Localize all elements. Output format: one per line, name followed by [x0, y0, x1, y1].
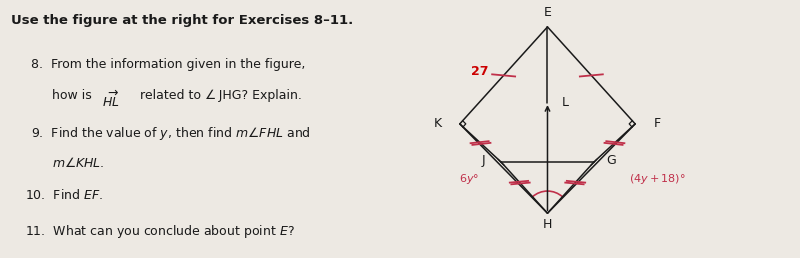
Text: 9.  Find the value of $y$, then find $m\angle FHL$ and: 9. Find the value of $y$, then find $m\a… — [31, 125, 310, 142]
Text: $(4y + 18)°$: $(4y + 18)°$ — [629, 172, 686, 186]
Text: $m\angle KHL$.: $m\angle KHL$. — [53, 156, 105, 170]
Text: 8.  From the information given in the figure,: 8. From the information given in the fig… — [31, 58, 306, 70]
Text: $6y°$: $6y°$ — [459, 172, 479, 186]
Text: E: E — [543, 6, 551, 19]
Text: J: J — [482, 154, 486, 167]
Text: K: K — [434, 117, 442, 130]
Text: related to ∠ JHG? Explain.: related to ∠ JHG? Explain. — [136, 90, 302, 102]
Text: F: F — [654, 117, 661, 130]
Text: how is: how is — [53, 90, 96, 102]
Text: L: L — [562, 96, 569, 109]
Text: H: H — [542, 218, 552, 231]
Text: 10.  Find $EF$.: 10. Find $EF$. — [26, 188, 103, 202]
Text: $\overrightarrow{HL}$: $\overrightarrow{HL}$ — [102, 90, 119, 110]
Text: 27: 27 — [471, 65, 489, 78]
Text: G: G — [606, 154, 616, 167]
Text: 11.  What can you conclude about point $E$?: 11. What can you conclude about point $E… — [26, 223, 295, 240]
Text: Use the figure at the right for Exercises 8–11.: Use the figure at the right for Exercise… — [11, 14, 354, 27]
